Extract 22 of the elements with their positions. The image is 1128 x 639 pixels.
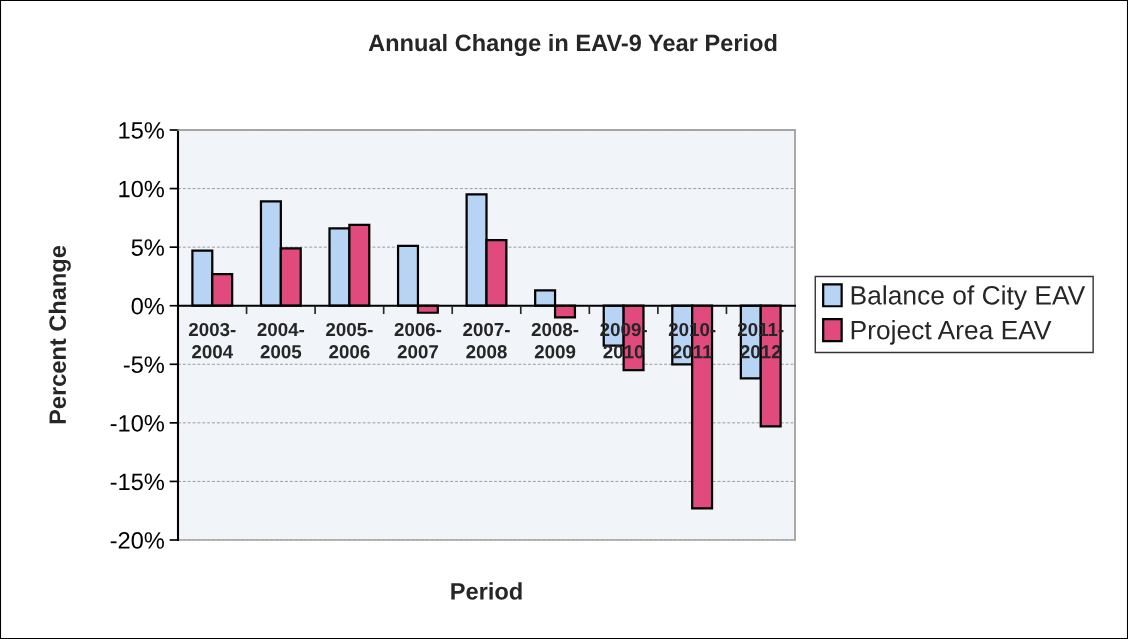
x-tick-label: 2007-2008: [463, 322, 510, 359]
y-tick-label: 10%: [119, 180, 164, 198]
chart-title: Annual Change in EAV-9 Year Period: [368, 33, 777, 57]
y-tick-label: 0%: [131, 297, 164, 315]
x-tick-label: 2003-2004: [188, 322, 236, 359]
y-tick-label: 15%: [119, 122, 164, 139]
x-tick-label: 2006-2007: [394, 322, 442, 359]
x-axis-title: Period: [451, 582, 522, 600]
y-tick-label: -5%: [123, 356, 164, 374]
y-tick-label: 5%: [131, 239, 164, 256]
x-tick-label: 2005-2006: [326, 322, 373, 359]
x-tick-label: 2010-2011: [668, 322, 716, 359]
x-tick-label: 2009-2010: [600, 322, 647, 359]
legend-label: Balance of City EAV: [851, 285, 1086, 310]
x-tick-label: 2011-2012: [737, 322, 784, 359]
y-tick-label: -20%: [110, 532, 164, 549]
y-tick-label: -10%: [110, 414, 164, 432]
x-tick-label: 2004-2005: [257, 322, 305, 359]
legend-label: Project Area EAV: [851, 320, 1052, 345]
y-tick-label: -15%: [110, 473, 164, 491]
x-tick-label: 2008-2009: [531, 322, 579, 359]
y-axis-title: Percent Change: [48, 245, 71, 424]
